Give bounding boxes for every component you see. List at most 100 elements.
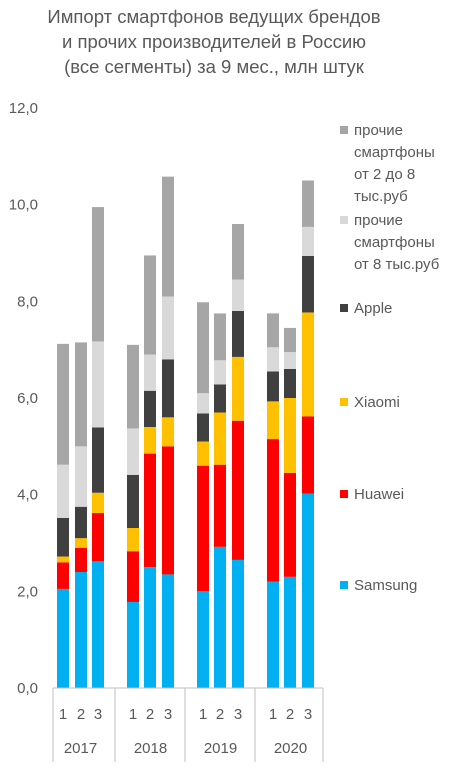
bar-segment (302, 226, 314, 256)
bar-segment (232, 559, 244, 688)
bar-segment (284, 352, 296, 369)
bar-segment (267, 401, 279, 440)
legend-item: прочие смартфоны от 2 до 8 тыс.руб (340, 120, 466, 208)
bar-segment (214, 360, 226, 385)
legend-item: Xiaomi (340, 392, 466, 414)
x-tick-label: 2 (216, 706, 224, 723)
bar-segment (197, 302, 209, 394)
bar-segment (57, 588, 69, 688)
bar-segment (267, 313, 279, 348)
bar-segment (144, 390, 156, 427)
bar-segment (284, 472, 296, 577)
legend-item: Huawei (340, 484, 466, 506)
chart-title-line-3: (все сегменты) за 9 мес., млн штук (64, 56, 364, 77)
y-tick-label: 0,0 (17, 680, 38, 697)
bar-segment (232, 224, 244, 280)
bar-segment (197, 413, 209, 442)
bar-segment (302, 312, 314, 417)
bar-segment (302, 255, 314, 313)
bar-segment (214, 313, 226, 361)
bar-segment (75, 572, 87, 688)
legend-item: Samsung (340, 575, 466, 597)
bar-segment (162, 417, 174, 447)
bar-segment (162, 574, 174, 688)
x-tick-label: 2 (146, 706, 154, 723)
bar-segment (197, 465, 209, 592)
bar-segment (75, 446, 87, 507)
bar-segment (162, 176, 174, 297)
bar-segment (302, 416, 314, 494)
bar-segment (127, 601, 139, 688)
x-tick-label: 3 (164, 706, 172, 723)
x-group-label: 2020 (274, 740, 307, 757)
legend-swatch (340, 216, 348, 224)
bar-segment (232, 311, 244, 357)
bar-segment (267, 371, 279, 402)
bar-segment (92, 513, 104, 562)
bar-segment (57, 556, 69, 563)
legend-swatch (340, 126, 348, 134)
x-tick-label: 1 (199, 706, 207, 723)
bar-segment (75, 342, 87, 447)
bar-segment (75, 506, 87, 539)
legend-label: Huawei (354, 486, 405, 503)
bar-segment (214, 412, 226, 465)
bar-segment (284, 369, 296, 398)
bar-segment (197, 441, 209, 466)
bar-segment (162, 446, 174, 575)
y-tick-label: 2,0 (17, 583, 38, 600)
bar-segment (197, 393, 209, 414)
bar-segment (127, 551, 139, 602)
legend-label: Apple (354, 300, 393, 317)
bar-segment (232, 279, 244, 311)
bar-segment (302, 493, 314, 688)
bar-segment (267, 439, 279, 582)
bar-segment (92, 207, 104, 342)
legend-item: прочие смартфоны от 8 тыс.руб (340, 210, 466, 276)
bar-segment (127, 428, 139, 475)
chart-title-line-1: Импорт смартфонов ведущих брендов (47, 6, 381, 27)
x-tick-label: 1 (129, 706, 137, 723)
bar-segment (127, 528, 139, 552)
legend-swatch (340, 398, 348, 406)
chart-title-line-2: и прочих производителей в Россию (61, 31, 367, 52)
legend-label: Samsung (354, 577, 418, 594)
x-tick-label: 1 (59, 706, 67, 723)
bar-segment (92, 492, 104, 514)
bar-segment (75, 547, 87, 572)
legend-swatch (340, 304, 348, 312)
bar-segment (75, 538, 87, 548)
bar-segment (214, 384, 226, 413)
legend-label: прочие смартфоны от 8 тыс.руб (354, 212, 440, 273)
bar-segment (232, 420, 244, 560)
y-tick-label: 12,0 (9, 100, 38, 117)
x-group-label: 2018 (134, 740, 167, 757)
bar-segment (284, 576, 296, 688)
bar-segment (57, 517, 69, 557)
x-tick-label: 1 (269, 706, 277, 723)
bar-segment (284, 327, 296, 353)
bar-segment (284, 398, 296, 473)
bar-segment (267, 581, 279, 688)
bar-segment (92, 561, 104, 688)
chart-title: Импорт смартфонов ведущих брендов и проч… (0, 4, 428, 79)
legend-swatch (340, 490, 348, 498)
bar-segment (144, 255, 156, 355)
bar-segment (214, 464, 226, 547)
x-tick-label: 3 (304, 706, 312, 723)
bar-segment (127, 344, 139, 429)
bar-segment (57, 562, 69, 589)
y-tick-label: 6,0 (17, 390, 38, 407)
bar-segment (144, 453, 156, 568)
x-group-label: 2017 (64, 740, 97, 757)
bar-segment (144, 354, 156, 391)
bar-segment (162, 359, 174, 418)
bar-segment (144, 427, 156, 454)
bar-segment (302, 180, 314, 227)
legend-label: Xiaomi (354, 394, 400, 411)
bar-segment (57, 464, 69, 518)
bar-segment (197, 591, 209, 688)
bar-segment (57, 343, 69, 465)
bar-segment (92, 341, 104, 428)
